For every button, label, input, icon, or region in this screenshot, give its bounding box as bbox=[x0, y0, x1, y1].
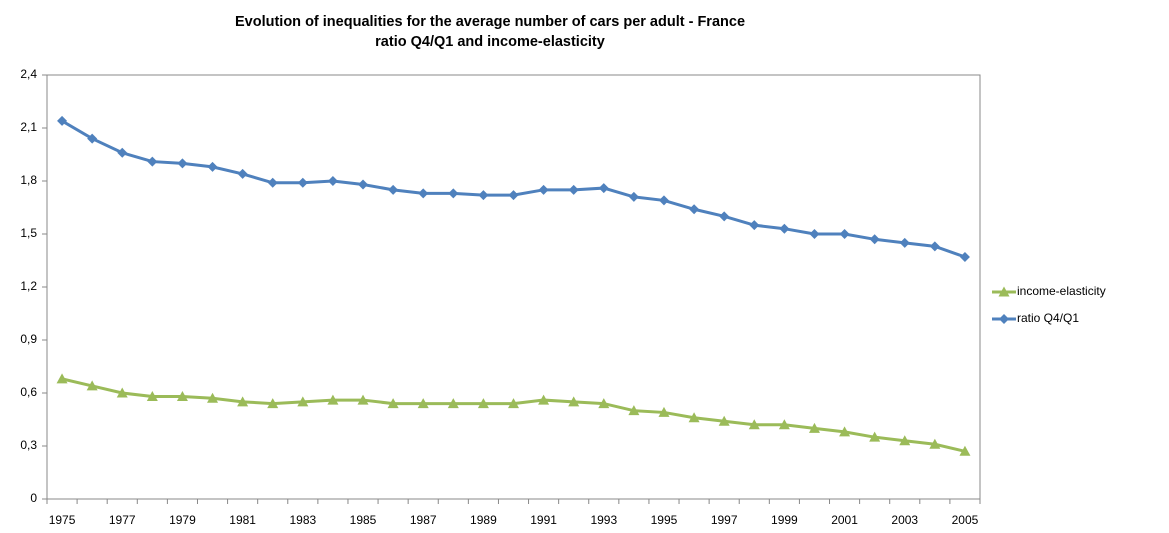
point bbox=[117, 147, 128, 158]
point bbox=[538, 184, 549, 195]
x-tick-label: 1983 bbox=[289, 513, 316, 527]
x-tick-label: 1989 bbox=[470, 513, 497, 527]
point bbox=[57, 115, 68, 126]
point bbox=[598, 398, 610, 409]
y-tick-label: 1,5 bbox=[20, 226, 37, 240]
point bbox=[237, 168, 248, 179]
point bbox=[448, 188, 459, 199]
point bbox=[297, 396, 309, 407]
x-tick-label: 2005 bbox=[952, 513, 979, 527]
point bbox=[358, 179, 369, 190]
point bbox=[959, 251, 970, 262]
y-tick-label: 2,1 bbox=[20, 120, 37, 134]
x-tick-label: 1979 bbox=[169, 513, 196, 527]
x-tick-label: 1999 bbox=[771, 513, 798, 527]
point bbox=[718, 415, 730, 426]
point bbox=[538, 394, 550, 405]
point bbox=[447, 398, 459, 409]
point bbox=[749, 220, 760, 231]
x-tick-label: 1993 bbox=[590, 513, 617, 527]
point bbox=[508, 190, 519, 201]
point bbox=[418, 188, 429, 199]
chart-title: Evolution of inequalities for the averag… bbox=[235, 14, 745, 30]
point bbox=[999, 314, 1009, 324]
point bbox=[417, 398, 429, 409]
point bbox=[959, 445, 971, 456]
point bbox=[177, 158, 188, 169]
point bbox=[87, 133, 98, 144]
point bbox=[388, 184, 399, 195]
point bbox=[568, 184, 579, 195]
y-tick-label: 0 bbox=[30, 491, 37, 505]
y-tick-label: 0,6 bbox=[20, 385, 37, 399]
y-tick-label: 1,8 bbox=[20, 173, 37, 187]
legend-label: ratio Q4/Q1 bbox=[1017, 311, 1079, 325]
x-tick-label: 1985 bbox=[350, 513, 377, 527]
point bbox=[568, 396, 580, 407]
point bbox=[869, 234, 880, 245]
point bbox=[146, 391, 158, 402]
point bbox=[998, 286, 1010, 297]
point bbox=[929, 241, 940, 252]
point bbox=[116, 387, 128, 398]
point bbox=[327, 394, 339, 405]
series-line bbox=[61, 119, 966, 259]
y-tick-label: 0,9 bbox=[20, 332, 37, 346]
x-tick-label: 2003 bbox=[891, 513, 918, 527]
point bbox=[267, 398, 279, 409]
point bbox=[176, 391, 188, 402]
legend-label: income-elasticity bbox=[1017, 284, 1106, 298]
x-tick-label: 2001 bbox=[831, 513, 858, 527]
x-tick-label: 1995 bbox=[651, 513, 678, 527]
point bbox=[628, 191, 639, 202]
x-tick-label: 1991 bbox=[530, 513, 557, 527]
x-tick-label: 1975 bbox=[49, 513, 76, 527]
point bbox=[929, 438, 941, 449]
point bbox=[508, 398, 519, 409]
point bbox=[689, 204, 700, 215]
point bbox=[297, 177, 308, 188]
point bbox=[658, 195, 669, 206]
point bbox=[809, 229, 820, 239]
point bbox=[598, 183, 609, 194]
point bbox=[387, 398, 399, 409]
y-tick-label: 0,3 bbox=[20, 438, 37, 452]
point bbox=[628, 405, 640, 416]
point bbox=[357, 394, 369, 405]
x-tick-label: 1997 bbox=[711, 513, 738, 527]
point bbox=[147, 156, 158, 167]
point bbox=[267, 177, 278, 188]
point bbox=[808, 422, 820, 433]
point bbox=[207, 392, 219, 403]
point bbox=[839, 426, 851, 437]
point bbox=[779, 223, 790, 234]
x-tick-label: 1987 bbox=[410, 513, 437, 527]
point bbox=[658, 406, 670, 417]
point bbox=[207, 161, 218, 172]
point bbox=[839, 229, 850, 239]
y-tick-label: 1,2 bbox=[20, 279, 37, 293]
chart-subtitle: ratio Q4/Q1 and income-elasticity bbox=[375, 34, 605, 50]
point bbox=[477, 398, 489, 409]
y-tick-label: 2,4 bbox=[20, 67, 37, 81]
point bbox=[478, 190, 489, 201]
point bbox=[86, 380, 98, 391]
point bbox=[56, 373, 68, 384]
point bbox=[719, 211, 730, 222]
x-tick-label: 1981 bbox=[229, 513, 256, 527]
point bbox=[748, 419, 760, 430]
point bbox=[899, 435, 911, 446]
point bbox=[778, 419, 790, 430]
series-line bbox=[61, 377, 966, 453]
point bbox=[688, 412, 700, 423]
point bbox=[327, 176, 338, 186]
point bbox=[869, 431, 881, 442]
point bbox=[899, 237, 910, 248]
x-tick-label: 1977 bbox=[109, 513, 136, 527]
point bbox=[237, 396, 249, 407]
